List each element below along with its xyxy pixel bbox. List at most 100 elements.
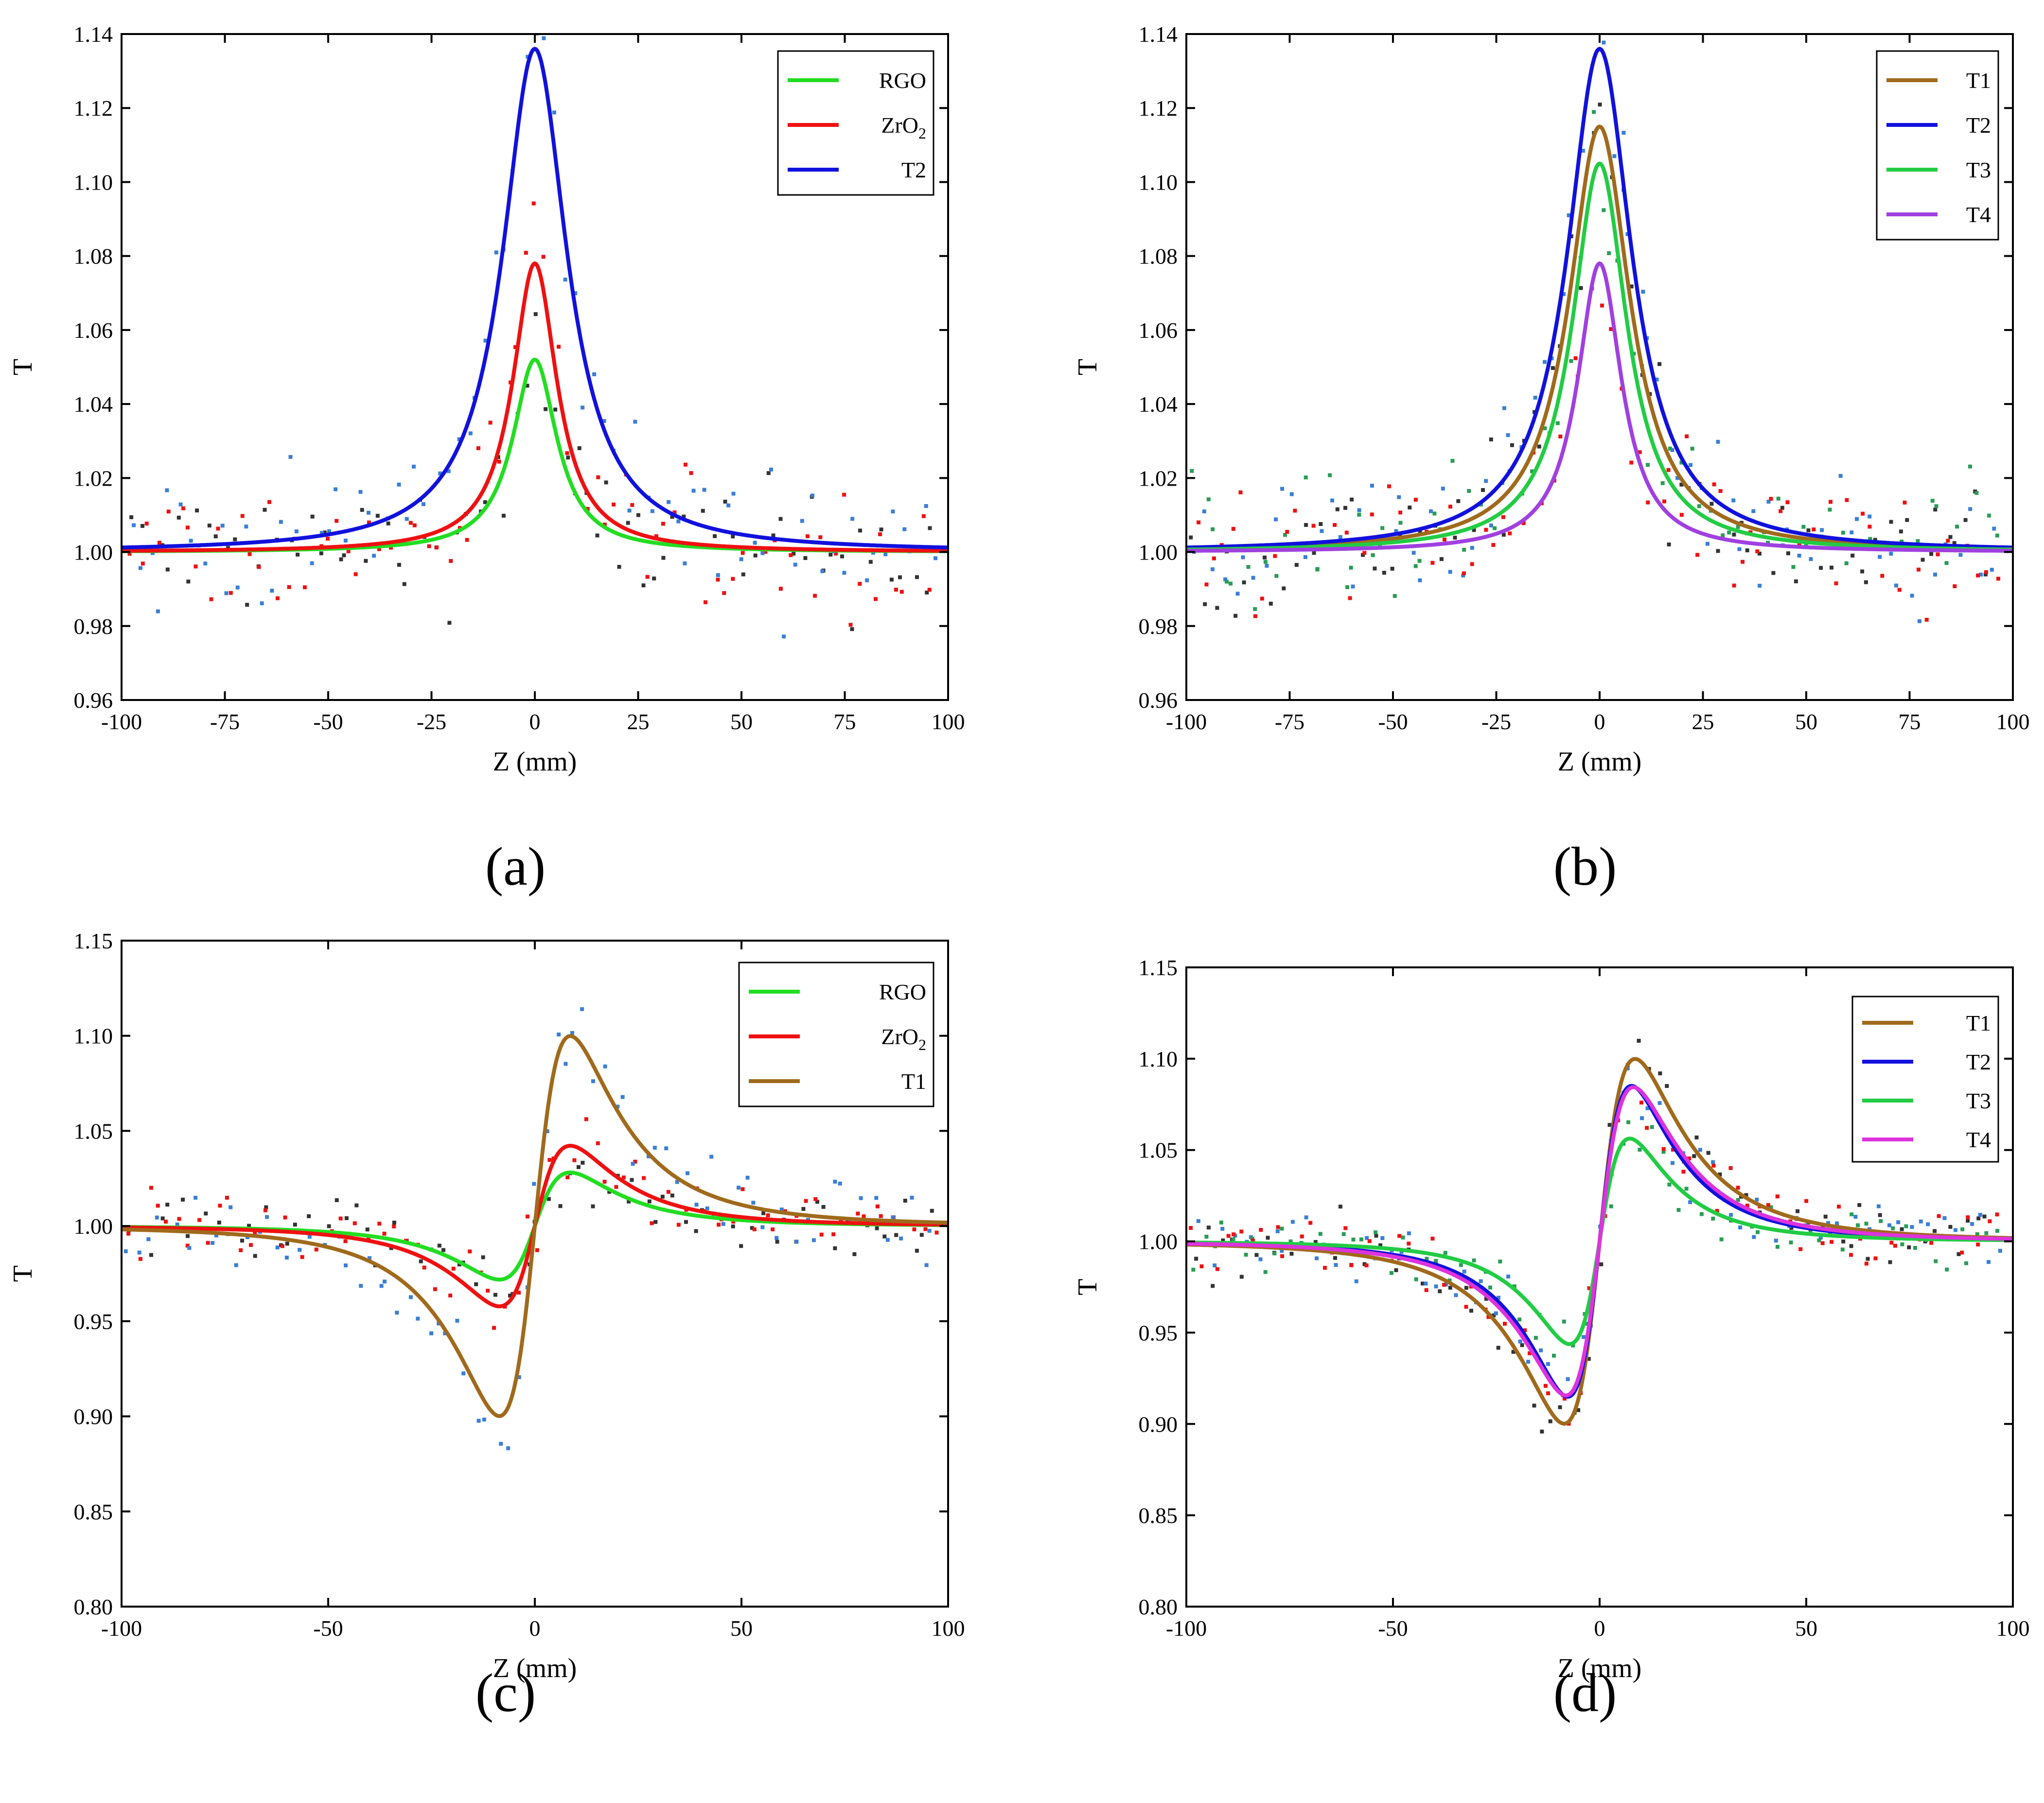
scatter-point <box>1315 1256 1319 1260</box>
scatter-point <box>1804 543 1808 547</box>
scatter-point <box>1668 446 1672 451</box>
scatter-point <box>1988 1219 1992 1224</box>
series-line-t1 <box>122 1034 948 1418</box>
scatter-point <box>1472 528 1476 532</box>
scatter-point <box>1215 1267 1219 1271</box>
scatter-point <box>1484 479 1488 483</box>
scatter-point <box>1933 572 1937 577</box>
scatter-point <box>885 1238 890 1242</box>
y-tick-label: 1.10 <box>74 1024 113 1049</box>
scatter-point <box>1280 1254 1285 1259</box>
scatter-point <box>1769 497 1773 501</box>
scatter-point <box>691 489 696 493</box>
scatter-point <box>476 1418 481 1423</box>
scatter-point <box>1569 359 1573 363</box>
scatter-point <box>1520 1343 1524 1348</box>
scatter-point <box>1204 582 1209 587</box>
scatter-point <box>654 534 658 539</box>
scatter-point <box>1555 421 1560 425</box>
scatter-point <box>287 585 291 589</box>
scatter-point <box>1889 1241 1894 1245</box>
scatter-point <box>1705 542 1709 546</box>
scatter-point <box>1461 573 1465 578</box>
scatter-point <box>1794 579 1798 583</box>
scatter-point <box>1394 1268 1398 1272</box>
scatter-point <box>1850 530 1854 535</box>
scatter-point <box>1280 487 1285 491</box>
scatter-point <box>207 524 211 528</box>
scatter-point <box>1589 27 1593 31</box>
scatter-point <box>1736 525 1740 529</box>
scatter-point <box>805 534 810 539</box>
scatter-point <box>1983 572 1988 577</box>
scatter-point <box>630 1178 634 1182</box>
scatter-point <box>1830 1240 1834 1244</box>
scatter-point <box>1351 1237 1356 1242</box>
scatter-point <box>229 591 233 595</box>
scatter-point <box>1576 1408 1581 1412</box>
scatter-point <box>557 345 561 349</box>
scatter-point <box>499 1442 503 1446</box>
scatter-point <box>1752 1235 1756 1239</box>
scatter-point <box>367 510 370 515</box>
scatter-point <box>1600 303 1604 308</box>
scatter-point <box>1968 507 1973 511</box>
scatter-point <box>1501 533 1506 537</box>
scatter-point <box>1917 567 1921 572</box>
scatter-point <box>739 1244 743 1248</box>
scatter-point <box>1429 509 1433 513</box>
scatter-point <box>1629 284 1634 289</box>
scatter-point <box>1191 1267 1196 1272</box>
scatter-point <box>1850 1212 1854 1217</box>
scatter-point <box>676 519 681 524</box>
scatter-point <box>1430 1236 1435 1241</box>
scatter-point <box>604 480 608 485</box>
scatter-point <box>1266 1236 1270 1240</box>
scatter-point <box>792 551 796 556</box>
scatter-point <box>1225 579 1229 584</box>
scatter-point <box>1861 511 1865 516</box>
scatter-point <box>1849 1244 1853 1248</box>
scatter-point <box>1776 496 1780 501</box>
scatter-point <box>449 559 453 563</box>
scatter-point <box>1823 1214 1828 1219</box>
scatter-point <box>1650 1125 1654 1129</box>
scatter-point <box>1491 543 1496 547</box>
scatter-point <box>263 508 267 512</box>
scatter-point <box>392 1224 396 1228</box>
scatter-point <box>1626 1120 1631 1124</box>
scatter-point <box>264 1205 268 1209</box>
scatter-point <box>1253 607 1257 611</box>
scatter-point <box>883 552 888 557</box>
scatter-point <box>433 1287 437 1292</box>
scatter-point <box>760 1225 765 1229</box>
scatter-point <box>1907 1245 1911 1249</box>
scatter-point <box>1645 1106 1650 1110</box>
scatter-point <box>214 1233 218 1238</box>
legend-label: RGO <box>879 980 926 1004</box>
scatter-point <box>229 1205 233 1209</box>
x-tick-label: 100 <box>932 709 965 734</box>
scatter-point <box>1658 1071 1662 1076</box>
scatter-point <box>1676 1208 1681 1212</box>
scatter-point <box>1196 1219 1200 1223</box>
scatter-point <box>138 566 142 570</box>
scatter-point <box>924 1263 929 1267</box>
scatter-point <box>731 491 736 496</box>
scatter-point <box>1479 1279 1483 1283</box>
scatter-point <box>1273 554 1277 558</box>
scatter-point <box>1382 571 1386 575</box>
scatter-point <box>1231 526 1235 531</box>
scatter-point <box>682 514 686 519</box>
scatter-point <box>1646 463 1650 467</box>
scatter-point <box>1929 552 1934 556</box>
scatter-point <box>1889 520 1893 524</box>
panel-label: (a) <box>485 837 546 897</box>
scatter-point <box>435 545 439 550</box>
x-tick-label: -100 <box>1166 1616 1207 1641</box>
scatter-point <box>879 527 883 532</box>
scatter-point <box>1489 438 1493 441</box>
scatter-point <box>209 597 213 601</box>
scatter-point <box>761 1211 766 1215</box>
scatter-point <box>1259 1228 1263 1232</box>
